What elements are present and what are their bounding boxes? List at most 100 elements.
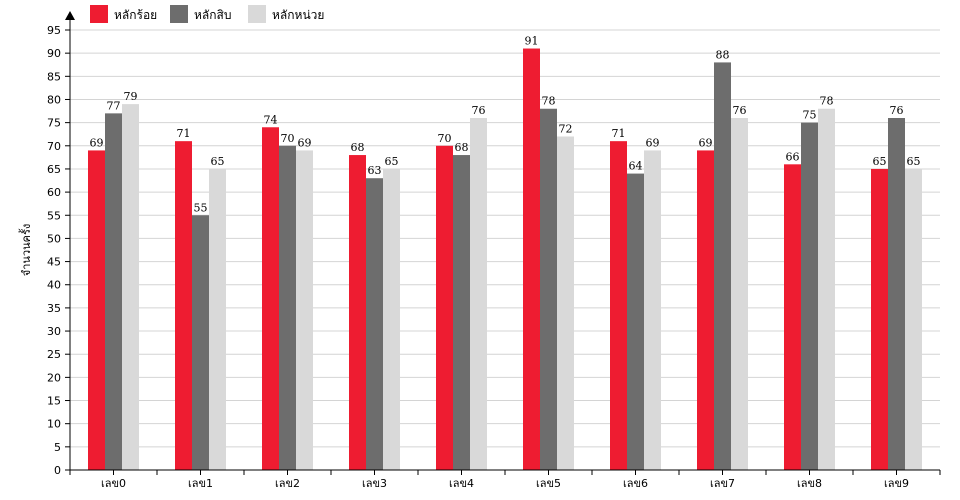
bar <box>262 127 279 471</box>
bar-value-label: 70 <box>438 132 452 145</box>
bar <box>296 150 313 470</box>
bar <box>644 150 661 470</box>
bar-value-label: 69 <box>699 136 713 149</box>
bar-value-label: 71 <box>612 127 626 140</box>
bar-value-label: 71 <box>177 127 191 140</box>
y-tick-label: 90 <box>47 47 61 60</box>
y-tick-label: 65 <box>47 163 61 176</box>
bar <box>801 122 818 470</box>
legend-swatch <box>170 5 188 23</box>
bar <box>888 118 905 470</box>
y-tick-label: 55 <box>47 209 61 222</box>
y-tick-label: 75 <box>47 117 61 130</box>
bar-value-label: 68 <box>351 141 365 154</box>
y-tick-label: 10 <box>47 418 61 431</box>
bar <box>383 168 400 470</box>
bar-value-label: 69 <box>646 136 660 149</box>
bar-value-label: 65 <box>385 155 399 168</box>
legend-label: หลักร้อย <box>114 8 157 22</box>
bar <box>714 62 731 470</box>
bar-value-label: 65 <box>873 155 887 168</box>
bar-value-label: 63 <box>368 164 382 177</box>
bar <box>88 150 105 470</box>
bar-value-label: 78 <box>542 95 556 108</box>
bar-value-label: 76 <box>472 104 486 117</box>
bar <box>871 168 888 470</box>
y-tick-label: 20 <box>47 371 61 384</box>
bars <box>88 48 922 471</box>
bar <box>523 48 540 471</box>
bar <box>122 104 139 471</box>
bar-value-label: 78 <box>820 95 834 108</box>
bar-value-label: 88 <box>716 48 730 61</box>
y-tick-label: 95 <box>47 24 61 37</box>
y-tick-label: 40 <box>47 279 61 292</box>
bar-value-label: 64 <box>629 160 643 173</box>
y-tick-label: 85 <box>47 70 61 83</box>
bar <box>175 141 192 470</box>
y-tick-label: 50 <box>47 232 61 245</box>
x-tick-label: เลข7 <box>710 477 735 490</box>
bar-value-label: 66 <box>786 150 800 163</box>
bar-value-label: 70 <box>281 132 295 145</box>
bar <box>818 108 835 470</box>
bar <box>905 168 922 470</box>
y-tick-label: 30 <box>47 325 61 338</box>
bar-value-label: 72 <box>559 123 573 136</box>
legend-swatch <box>248 5 266 23</box>
bar-value-label: 76 <box>733 104 747 117</box>
x-tick-label: เลข0 <box>101 477 126 490</box>
x-tick-label: เลข9 <box>884 477 909 490</box>
y-tick-label: 0 <box>54 464 61 477</box>
x-tick-label: เลข6 <box>623 477 648 490</box>
y-tick-label: 45 <box>47 256 61 269</box>
x-tick-label: เลข4 <box>449 477 474 490</box>
bar <box>627 173 644 470</box>
bar-value-label: 69 <box>90 136 104 149</box>
bar <box>279 145 296 470</box>
bar <box>540 108 557 470</box>
y-tick-label: 25 <box>47 348 61 361</box>
bar-value-label: 76 <box>890 104 904 117</box>
bar <box>697 150 714 470</box>
legend: หลักร้อย หลักสิบ หลักหน่วย <box>90 5 324 23</box>
bar <box>105 113 122 471</box>
bar-value-label: 75 <box>803 109 817 122</box>
bar-value-label: 74 <box>264 113 278 126</box>
x-tick-label: เลข8 <box>797 477 822 490</box>
bar <box>470 118 487 470</box>
legend-swatch <box>90 5 108 23</box>
y-tick-label: 5 <box>54 441 61 454</box>
bar <box>453 155 470 471</box>
x-tick-label: เลข5 <box>536 477 561 490</box>
bar <box>610 141 627 470</box>
y-tick-label: 70 <box>47 140 61 153</box>
y-tick-label: 60 <box>47 186 61 199</box>
x-tick-label: เลข3 <box>362 477 387 490</box>
y-axis-arrow-icon <box>65 11 75 20</box>
bar <box>784 164 801 470</box>
bar-value-label: 55 <box>194 201 208 214</box>
x-tick-label: เลข1 <box>188 477 213 490</box>
y-ticks: 0 5 10 15 20 25 30 35 40 45 50 55 60 65 70 75 80 85 90 95 <box>47 24 70 477</box>
bar <box>192 215 209 470</box>
bar-value-label: 68 <box>455 141 469 154</box>
bar <box>436 145 453 470</box>
bar-value-label: 69 <box>298 136 312 149</box>
bar-value-label: 77 <box>107 99 121 112</box>
bar-value-label: 79 <box>124 90 138 103</box>
x-tick-label: เลข2 <box>275 477 300 490</box>
bar-value-label: 91 <box>525 35 539 48</box>
bar <box>731 118 748 470</box>
bar <box>366 178 383 471</box>
y-axis-title: จำนวนครั้ง <box>18 224 33 276</box>
legend-label: หลักหน่วย <box>272 8 324 22</box>
legend-label: หลักสิบ <box>194 8 231 22</box>
bar <box>349 155 366 471</box>
bar <box>209 168 226 470</box>
bar-value-label: 65 <box>211 155 225 168</box>
y-tick-label: 15 <box>47 395 61 408</box>
y-tick-label: 80 <box>47 93 61 106</box>
